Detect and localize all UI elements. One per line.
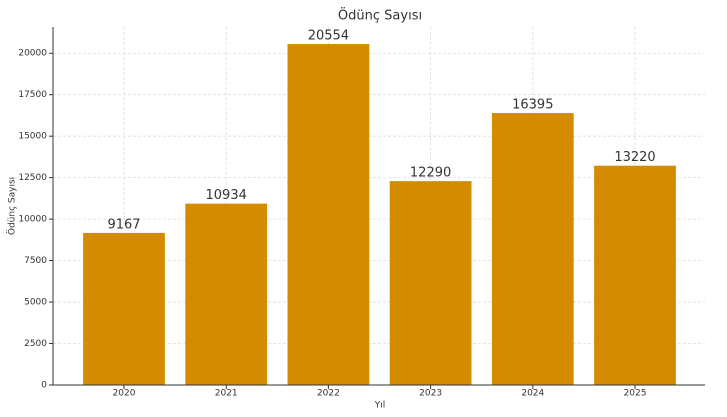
value-label: 9167 (107, 217, 140, 232)
bar (83, 232, 165, 385)
chart-title: Ödünç Sayısı (338, 7, 422, 24)
x-tick-label: 2020 (113, 389, 136, 399)
y-tick-label: 10000 (18, 215, 47, 225)
y-tick-label: 20000 (18, 49, 47, 59)
x-tick-label: 2025 (624, 389, 647, 399)
bar (594, 165, 676, 385)
value-label: 20554 (308, 29, 349, 44)
y-axis-label: Ödünç Sayısı (7, 177, 18, 235)
value-label: 13220 (614, 150, 655, 165)
bar (287, 44, 370, 385)
x-tick-label: 2023 (419, 389, 442, 399)
y-tick-label: 5000 (24, 298, 47, 308)
value-label: 12290 (410, 166, 451, 181)
y-tick-label: 15000 (18, 132, 47, 142)
y-tick-label: 12500 (18, 173, 47, 183)
y-tick-label: 0 (41, 381, 47, 391)
x-tick-label: 2024 (521, 389, 544, 399)
bar (389, 181, 472, 385)
x-axis-label: Yıl (374, 401, 386, 411)
value-label: 10934 (206, 188, 247, 203)
value-label: 16395 (512, 98, 553, 113)
bar (491, 113, 574, 386)
bar (185, 203, 268, 385)
y-tick-label: 2500 (24, 339, 47, 349)
x-tick-label: 2022 (317, 389, 340, 399)
x-tick-label: 2021 (215, 389, 238, 399)
y-tick-label: 17500 (18, 90, 47, 100)
y-tick-label: 7500 (24, 256, 47, 266)
